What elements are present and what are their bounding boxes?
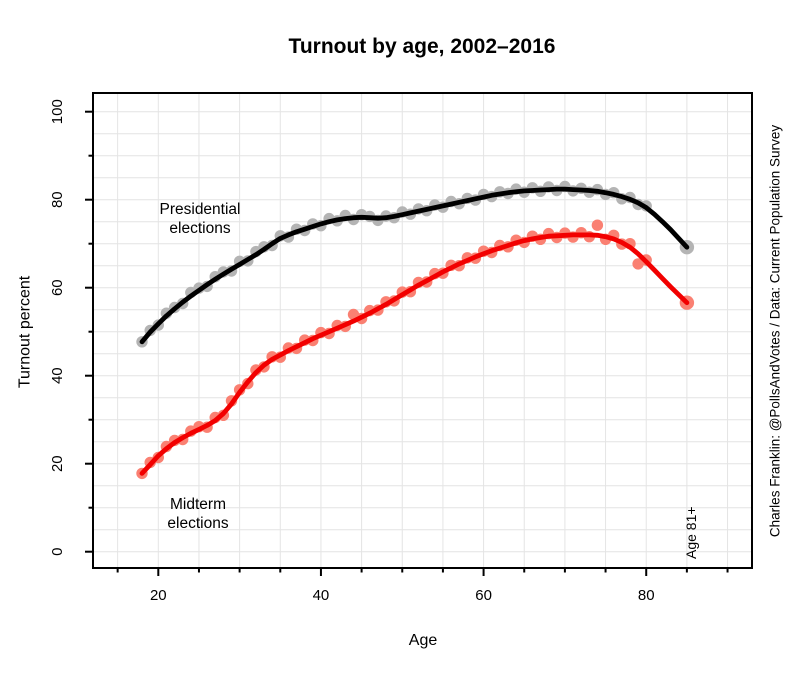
labels-layer: Turnout by age, 2002–2016 Age Turnout pe…	[17, 35, 783, 649]
midterm-smooth-line	[139, 232, 690, 476]
grid	[93, 93, 752, 568]
presidential-label-line1: Presidential	[160, 201, 241, 218]
midterm-label-line1: Midterm	[170, 496, 226, 513]
x-tick-label: 80	[638, 587, 655, 604]
axis-ticks: 20 40 60 80 0 20 40 60 80 100	[49, 99, 729, 604]
chart-title: Turnout by age, 2002–2016	[289, 35, 556, 58]
presidential-series	[136, 180, 695, 348]
plot-border	[92, 92, 753, 569]
y-tick-label: 0	[49, 548, 66, 556]
y-tick-label: 80	[49, 191, 66, 208]
x-tick-label: 60	[475, 587, 492, 604]
x-tick-label: 40	[313, 587, 330, 604]
watermark-credit: Charles Franklin: @PollsAndVotes / Data:…	[768, 125, 783, 537]
presidential-label-line2: elections	[169, 220, 230, 237]
y-tick-label: 40	[49, 367, 66, 384]
y-tick-label: 100	[49, 99, 66, 124]
x-tick-label: 20	[150, 587, 167, 604]
x-axis-label: Age	[409, 632, 438, 649]
midterm-label-line2: elections	[167, 515, 228, 532]
y-axis-label: Turnout percent	[17, 275, 34, 388]
plot-content: 20 40 60 80 0 20 40 60 80 100	[49, 93, 752, 604]
midterm-series	[136, 219, 695, 480]
presidential-smooth-line	[139, 186, 690, 345]
y-tick-label: 20	[49, 455, 66, 472]
age-81-plus-label: Age 81+	[683, 506, 699, 559]
midterm-point	[591, 219, 604, 231]
y-tick-label: 60	[49, 279, 66, 296]
